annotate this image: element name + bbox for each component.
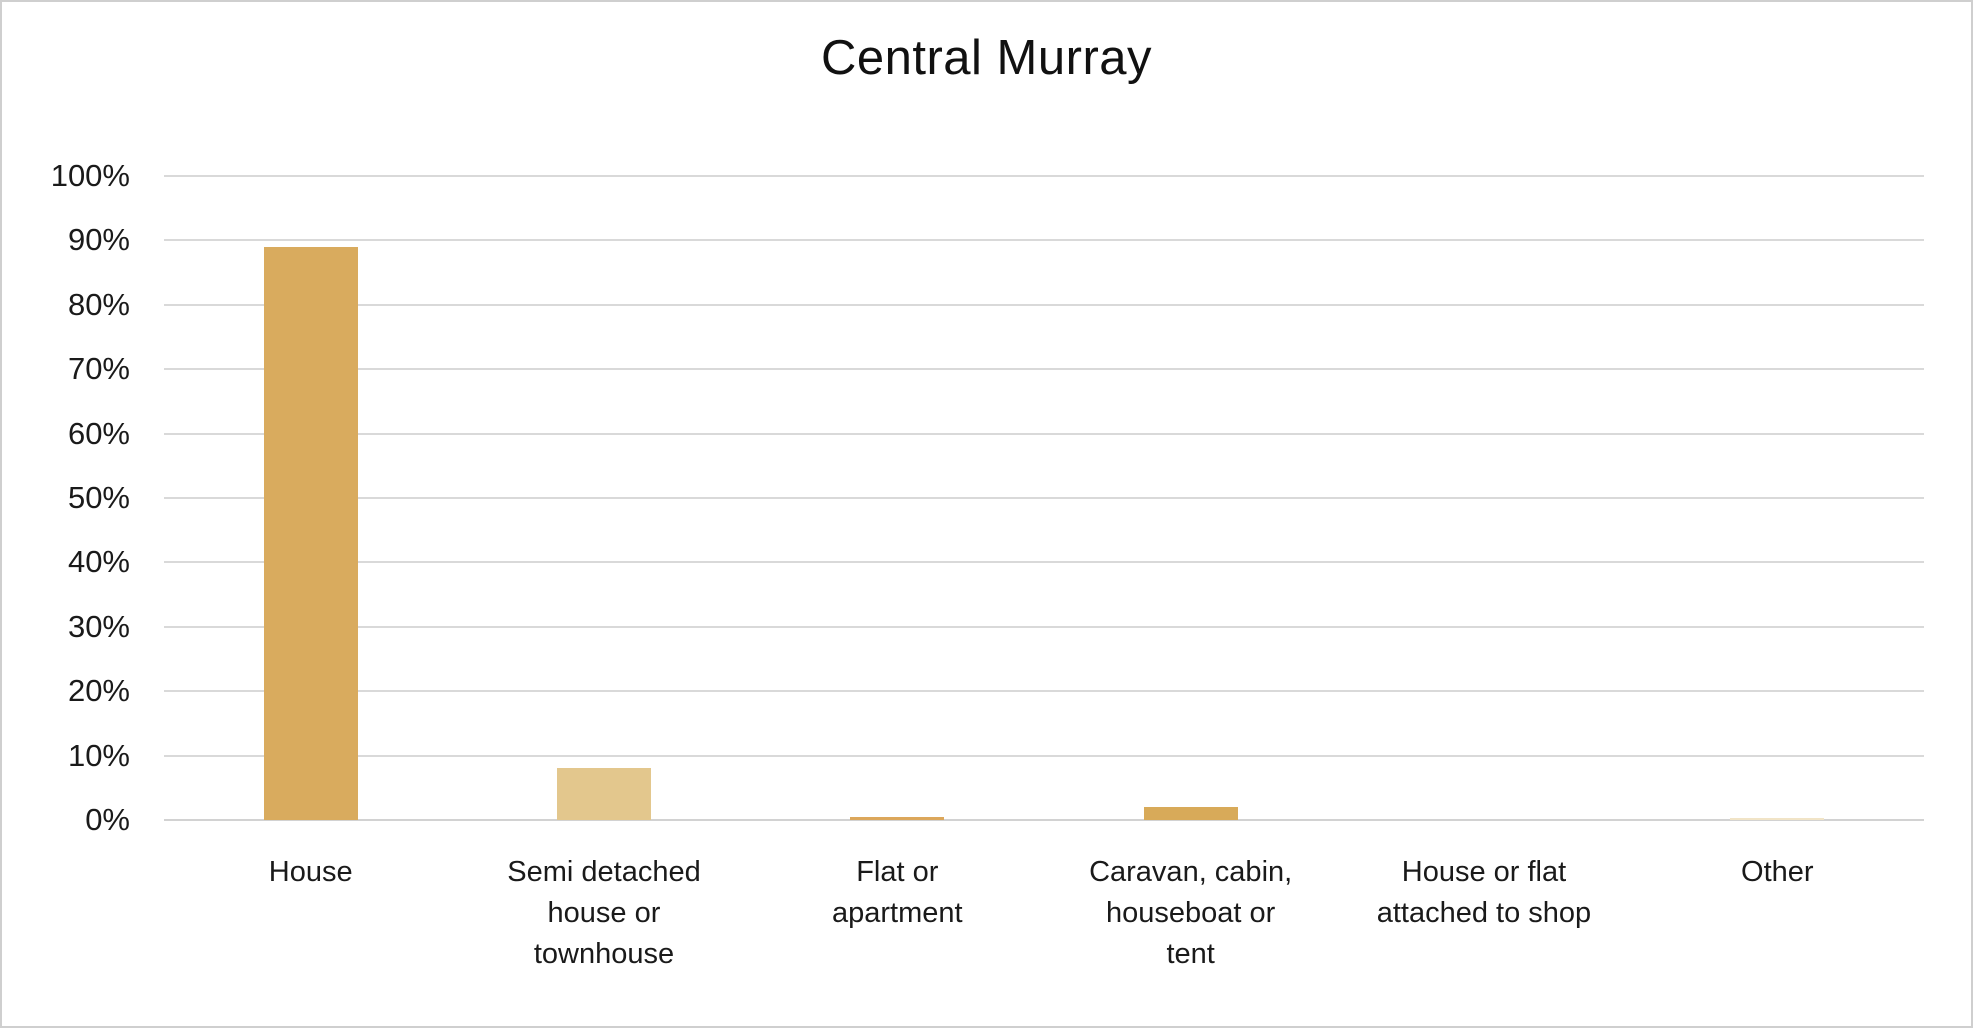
gridline-60 [164, 432, 1924, 435]
y-axis-tick-label: 80% [67, 286, 130, 322]
x-axis-label-text: Caravan, cabin, houseboat or tent [1089, 856, 1293, 970]
gridline-40 [164, 561, 1924, 564]
bar-5 [1730, 818, 1824, 820]
gridline-50 [164, 497, 1924, 499]
x-axis-label-text: Flat or apartment [832, 856, 963, 929]
x-axis-label-text: Semi detached house or townhouse [507, 856, 701, 970]
y-axis-tick-label: 90% [67, 222, 130, 258]
y-axis-tick-label: 30% [67, 608, 130, 644]
gridline-20 [164, 690, 1924, 693]
x-axis-label-text: House or flat attached to shop [1376, 856, 1592, 929]
x-axis-label-text: House [268, 856, 353, 888]
x-axis-label-3: Caravan, cabin, houseboat or tent [1044, 852, 1337, 975]
bar-2 [850, 817, 944, 820]
y-axis-tick-label: 20% [67, 673, 130, 709]
y-axis-tick-label: 50% [67, 480, 130, 515]
gridline-0 [164, 819, 1924, 821]
x-axis-label-text: Other [1741, 856, 1814, 888]
gridline-100 [164, 175, 1924, 177]
plot-area [164, 175, 1924, 821]
gridline-70 [164, 368, 1924, 371]
x-axis-label-5: Other [1631, 852, 1924, 975]
bar-1 [557, 768, 651, 820]
y-axis-tick-label: 40% [67, 544, 130, 580]
gridline-10 [164, 754, 1924, 757]
bar-0 [264, 247, 358, 820]
y-axis-tick-label: 70% [67, 351, 130, 387]
y-axis-tick-label: 10% [67, 737, 130, 773]
chart-title: Central Murray [820, 31, 1153, 85]
x-axis-label-1: Semi detached house or townhouse [457, 852, 750, 975]
gridline-30 [164, 625, 1924, 628]
y-axis-tick-label: 60% [67, 415, 130, 451]
bar-3 [1144, 807, 1238, 820]
gridline-90 [164, 239, 1924, 242]
y-axis-tick-label: 100% [50, 158, 130, 193]
y-axis-tick-label: 0% [85, 802, 130, 837]
x-axis-label-2: Flat or apartment [751, 852, 1044, 975]
x-axis-category-labels: House Semi detached house or townhouse Fla… [164, 852, 1924, 975]
x-axis-label-0: House [164, 852, 457, 975]
x-axis-label-4: House or flat attached to shop [1337, 852, 1630, 975]
gridline-80 [164, 303, 1924, 306]
